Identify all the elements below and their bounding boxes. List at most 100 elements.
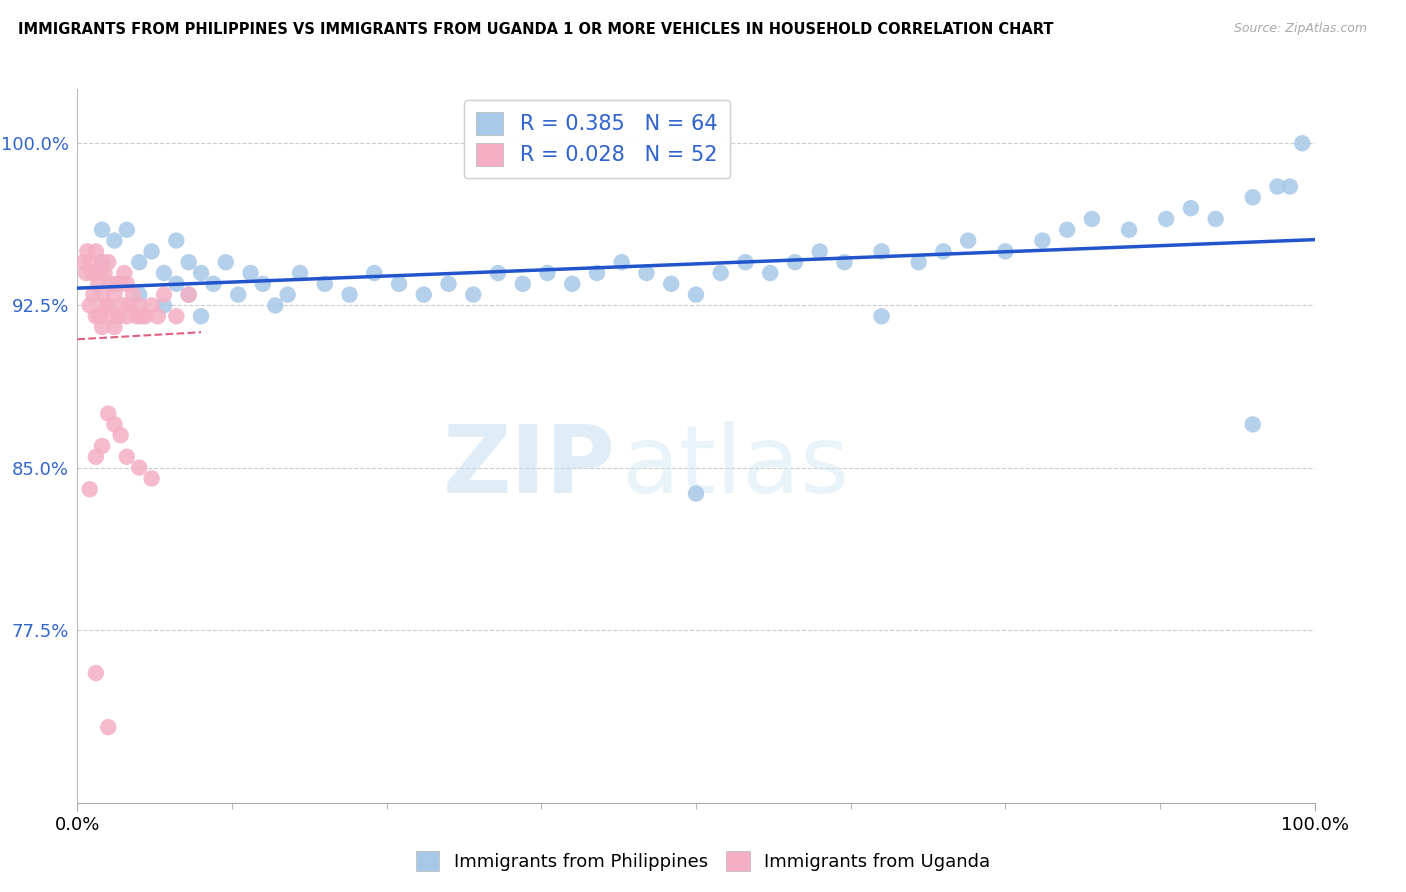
Point bbox=[72, 255, 94, 269]
Point bbox=[165, 310, 187, 324]
Point bbox=[536, 266, 558, 280]
Point bbox=[91, 223, 114, 237]
Point bbox=[1291, 136, 1313, 151]
Point bbox=[759, 266, 782, 280]
Point bbox=[112, 266, 135, 280]
Point bbox=[1241, 417, 1264, 432]
Point bbox=[115, 223, 138, 237]
Point bbox=[89, 310, 111, 324]
Point bbox=[1205, 211, 1227, 226]
Point bbox=[91, 255, 114, 269]
Point bbox=[89, 266, 111, 280]
Point bbox=[141, 298, 163, 312]
Point bbox=[84, 244, 107, 259]
Point bbox=[636, 266, 658, 280]
Point bbox=[134, 310, 156, 324]
Point bbox=[610, 255, 633, 269]
Point bbox=[82, 266, 104, 280]
Point bbox=[957, 234, 980, 248]
Point bbox=[84, 450, 107, 464]
Point bbox=[153, 266, 176, 280]
Point bbox=[101, 310, 124, 324]
Point bbox=[1031, 234, 1053, 248]
Point bbox=[288, 266, 311, 280]
Point bbox=[103, 320, 125, 334]
Point bbox=[79, 255, 101, 269]
Point bbox=[190, 266, 212, 280]
Point bbox=[463, 287, 485, 301]
Point bbox=[105, 277, 128, 291]
Point bbox=[215, 255, 238, 269]
Point bbox=[128, 298, 150, 312]
Point bbox=[125, 310, 148, 324]
Point bbox=[110, 428, 132, 442]
Point bbox=[103, 417, 125, 432]
Text: ZIP: ZIP bbox=[443, 421, 616, 514]
Point bbox=[79, 482, 101, 496]
Point bbox=[153, 298, 176, 312]
Point bbox=[177, 287, 200, 301]
Point bbox=[93, 266, 115, 280]
Point bbox=[110, 277, 132, 291]
Point bbox=[561, 277, 583, 291]
Point bbox=[84, 310, 107, 324]
Point bbox=[252, 277, 274, 291]
Text: Source: ZipAtlas.com: Source: ZipAtlas.com bbox=[1233, 22, 1367, 36]
Point bbox=[128, 255, 150, 269]
Point bbox=[177, 255, 200, 269]
Point bbox=[363, 266, 385, 280]
Point bbox=[91, 255, 114, 269]
Point bbox=[103, 287, 125, 301]
Point bbox=[122, 287, 145, 301]
Point bbox=[512, 277, 534, 291]
Point bbox=[146, 310, 169, 324]
Point bbox=[685, 486, 707, 500]
Point bbox=[165, 277, 187, 291]
Point bbox=[103, 234, 125, 248]
Point bbox=[685, 287, 707, 301]
Point bbox=[190, 310, 212, 324]
Point bbox=[141, 471, 163, 485]
Point bbox=[153, 287, 176, 301]
Point bbox=[112, 298, 135, 312]
Point bbox=[79, 298, 101, 312]
Point bbox=[388, 277, 411, 291]
Point bbox=[239, 266, 262, 280]
Point bbox=[202, 277, 225, 291]
Point bbox=[1180, 201, 1202, 215]
Point bbox=[91, 439, 114, 453]
Point bbox=[97, 720, 120, 734]
Point bbox=[339, 287, 361, 301]
Point bbox=[907, 255, 929, 269]
Point bbox=[1267, 179, 1289, 194]
Point bbox=[115, 310, 138, 324]
Point bbox=[97, 298, 120, 312]
Point bbox=[1278, 179, 1301, 194]
Point bbox=[264, 298, 287, 312]
Point bbox=[994, 244, 1017, 259]
Point bbox=[710, 266, 733, 280]
Point bbox=[932, 244, 955, 259]
Point bbox=[1118, 223, 1140, 237]
Text: IMMIGRANTS FROM PHILIPPINES VS IMMIGRANTS FROM UGANDA 1 OR MORE VEHICLES IN HOUS: IMMIGRANTS FROM PHILIPPINES VS IMMIGRANT… bbox=[18, 22, 1053, 37]
Text: atlas: atlas bbox=[621, 421, 851, 514]
Point bbox=[128, 287, 150, 301]
Point bbox=[734, 255, 756, 269]
Point bbox=[118, 298, 141, 312]
Point bbox=[97, 407, 120, 421]
Point bbox=[226, 287, 249, 301]
Point bbox=[1241, 190, 1264, 204]
Point bbox=[141, 244, 163, 259]
Point bbox=[808, 244, 831, 259]
Point bbox=[165, 234, 187, 248]
Legend: R = 0.385   N = 64, R = 0.028   N = 52: R = 0.385 N = 64, R = 0.028 N = 52 bbox=[464, 100, 730, 178]
Point bbox=[100, 277, 122, 291]
Point bbox=[314, 277, 336, 291]
Point bbox=[870, 244, 893, 259]
Point bbox=[84, 666, 107, 681]
Point bbox=[1081, 211, 1104, 226]
Point bbox=[1154, 211, 1177, 226]
Point bbox=[586, 266, 609, 280]
Point bbox=[91, 320, 114, 334]
Point bbox=[94, 298, 117, 312]
